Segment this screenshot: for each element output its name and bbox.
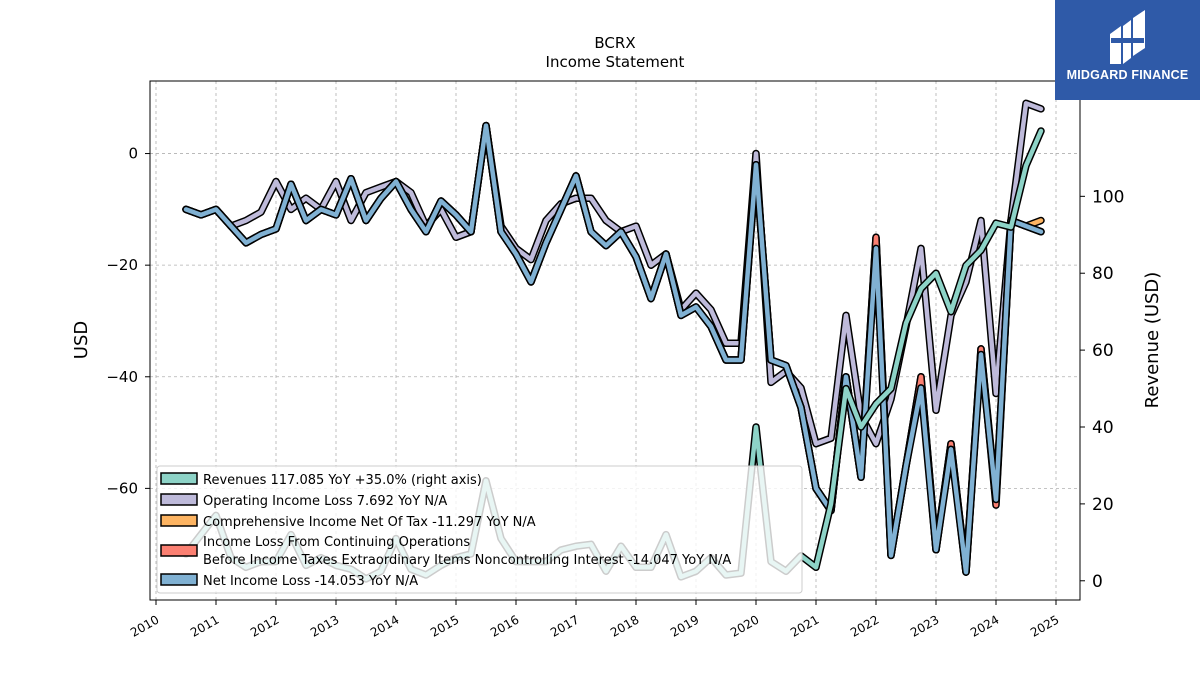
x-tick-label: 2015 [428, 612, 461, 639]
brand-logo: MIDGARD FINANCE [1055, 0, 1200, 100]
y-tick-label: 0 [128, 145, 138, 163]
x-tick-label: 2023 [908, 612, 941, 639]
y-axis-label: USD [71, 321, 92, 359]
y-right-tick-label: 20 [1092, 495, 1114, 515]
x-tick-label: 2025 [1028, 612, 1061, 639]
x-tick-label: 2024 [968, 612, 1001, 639]
series-line-net-income-loss [183, 123, 1044, 575]
x-tick-label: 2013 [308, 612, 341, 639]
legend-label: Comprehensive Income Net Of Tax -11.297 … [203, 515, 536, 530]
midgard-logo-icon [1110, 10, 1145, 64]
legend-box [156, 465, 803, 594]
legend-swatch [160, 514, 198, 527]
x-tick-label: 2017 [548, 612, 581, 639]
series-left-group [182, 99, 1045, 576]
legend: Revenues 117.085 YoY +35.0% (right axis)… [156, 465, 803, 594]
y-right-tick-label: 100 [1092, 187, 1124, 207]
chart-subtitle: Income Statement [546, 53, 685, 71]
y-right-tick-label: 40 [1092, 418, 1114, 438]
y-right-tick-label: 80 [1092, 264, 1114, 284]
x-tick-label: 2010 [128, 612, 161, 639]
x-tick-label: 2022 [848, 612, 881, 639]
legend-label: Income Loss From Continuing Operations [203, 535, 470, 550]
legend-label: Net Income Loss -14.053 YoY N/A [203, 574, 418, 589]
x-tick-label: 2016 [488, 612, 521, 639]
legend-swatch [160, 573, 198, 586]
y-tick-label: −60 [106, 479, 138, 497]
x-tick-label: 2011 [188, 612, 221, 639]
x-tick-label: 2018 [608, 612, 641, 639]
legend-swatch [160, 493, 198, 506]
brand-name: MIDGARD FINANCE [1066, 68, 1189, 82]
legend-label: Before Income Taxes Extraordinary Items … [203, 553, 731, 568]
x-tick-label: 2021 [788, 612, 821, 639]
y-right-tick-label: 0 [1092, 572, 1103, 592]
legend-label: Operating Income Loss 7.692 YoY N/A [203, 494, 447, 509]
y-tick-label: −40 [106, 368, 138, 386]
series-outline-operating-income-loss [182, 99, 1045, 448]
y-tick-label: −20 [106, 256, 138, 274]
y-right-tick-label: 60 [1092, 341, 1114, 361]
chart-title: BCRX [594, 34, 635, 52]
legend-swatch [160, 472, 198, 485]
plot-frame [149, 80, 1081, 601]
x-tick-label: 2020 [728, 612, 761, 639]
y-axis-label-right: Revenue (USD) [1142, 272, 1163, 409]
legend-label: Revenues 117.085 YoY +35.0% (right axis) [203, 473, 482, 488]
x-tick-label: 2014 [368, 612, 401, 639]
legend-swatch [160, 544, 198, 557]
x-tick-label: 2019 [668, 612, 701, 639]
x-tick-label: 2012 [248, 612, 281, 639]
